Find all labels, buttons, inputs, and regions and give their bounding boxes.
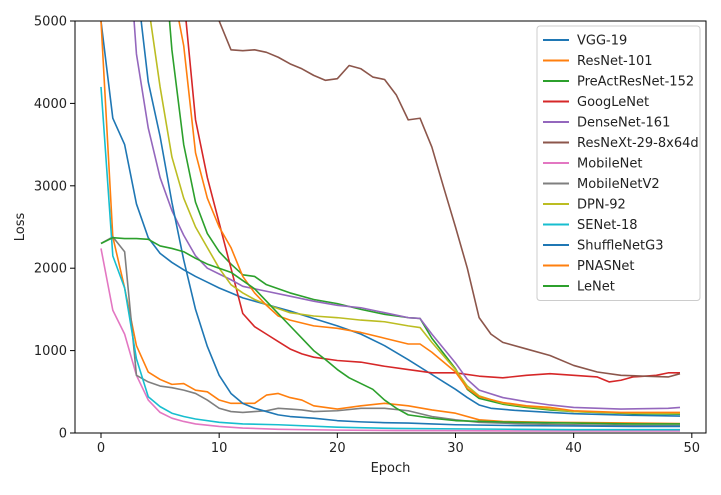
- legend-label: LeNet: [577, 280, 615, 295]
- y-axis-label: Loss: [13, 213, 28, 242]
- series-line-4: [185, 21, 680, 383]
- legend-label: DPN-92: [577, 198, 626, 213]
- series-line-2: [100, 21, 681, 425]
- y-tick-label: 3000: [34, 179, 67, 194]
- series-line-5: [133, 21, 681, 410]
- legend-label: MobileNet: [577, 157, 642, 172]
- x-tick-label: 50: [684, 441, 701, 456]
- series-line-9: [149, 21, 680, 415]
- x-tick-label: 20: [329, 441, 346, 456]
- plot-frame: [74, 20, 707, 434]
- legend-label: GoogLeNet: [577, 95, 649, 110]
- y-tick-label: 2000: [34, 262, 67, 277]
- legend-label: ResNet-101: [577, 54, 653, 69]
- legend-label: VGG-19: [577, 34, 627, 49]
- legend-label: PNASNet: [577, 259, 635, 274]
- legend-label: DenseNet-161: [577, 116, 670, 131]
- series-line-13: [100, 236, 680, 425]
- y-tick-label: 4000: [34, 97, 67, 112]
- legend-label: PreActResNet-152: [577, 75, 694, 90]
- series-line-12: [178, 21, 680, 414]
- legend: VGG-19 ResNet-101 PreActResNet-152 GoogLeNe…: [536, 25, 701, 301]
- ticks-layer: 0 10 20 30 40 50 0 1000 2000 3000 4000 5000: [34, 15, 700, 457]
- legend-label: MobileNetV2: [577, 177, 660, 192]
- legend-label: ResNeXt-29-8x64d: [577, 136, 699, 151]
- legend-label: SENet-18: [577, 218, 638, 233]
- x-tick-label: 40: [565, 441, 582, 456]
- y-tick-label: 1000: [34, 344, 67, 359]
- x-tick-label: 30: [447, 441, 464, 456]
- y-tick-label: 0: [59, 427, 67, 442]
- x-tick-label: 0: [97, 441, 105, 456]
- series-line-10: [100, 86, 680, 431]
- x-tick-label: 10: [211, 441, 228, 456]
- series-line-1: [100, 21, 681, 417]
- y-tick-label: 5000: [34, 15, 67, 30]
- legend-label: ShuffleNetG3: [577, 239, 663, 254]
- series-layer: [100, 21, 681, 432]
- series-line-3: [168, 21, 681, 415]
- series-line-11: [140, 21, 680, 428]
- x-axis-label: Epoch: [371, 461, 411, 476]
- series-line-6: [218, 21, 681, 378]
- legend-box: [536, 25, 701, 301]
